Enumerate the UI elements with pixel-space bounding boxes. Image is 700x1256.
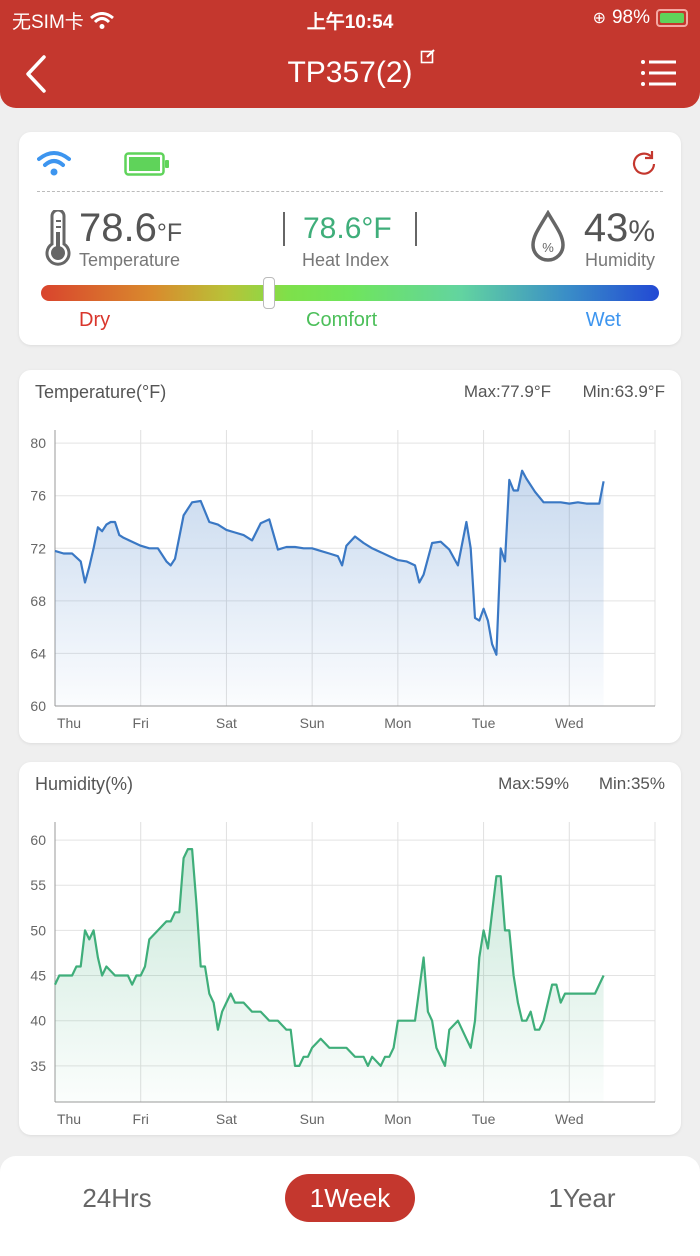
svg-text:Sun: Sun xyxy=(300,715,325,731)
svg-text:45: 45 xyxy=(30,968,46,984)
svg-text:Mon: Mon xyxy=(384,1111,411,1127)
svg-text:%: % xyxy=(542,240,554,255)
summary-card: 78.6°F Temperature 78.6°F Heat Index % 4… xyxy=(19,132,681,345)
humidity-chart-card: Humidity(%) Max:59% Min:35% 35 40 45 50 55 60… xyxy=(19,762,681,1135)
svg-text:40: 40 xyxy=(30,1013,46,1029)
svg-text:64: 64 xyxy=(30,645,46,661)
svg-text:60: 60 xyxy=(30,698,46,714)
heat-index-value: 78.6°F xyxy=(303,212,392,245)
temperature-min: Min:63.9°F xyxy=(582,382,665,401)
humidity-reading: 43% xyxy=(583,206,655,250)
svg-text:60: 60 xyxy=(30,832,46,848)
separator-right xyxy=(415,212,417,246)
svg-text:Sat: Sat xyxy=(216,1111,237,1127)
comfort-scale-bar xyxy=(41,285,659,301)
edit-icon[interactable] xyxy=(420,48,436,64)
humidity-line-chart[interactable]: 35 40 45 50 55 60 Thu Fri Sat Sun Mon Tue Wed xyxy=(19,762,681,1135)
device-battery-icon xyxy=(124,152,169,176)
list-menu-icon[interactable] xyxy=(640,58,676,88)
svg-text:72: 72 xyxy=(30,540,46,556)
svg-text:35: 35 xyxy=(30,1058,46,1074)
status-bar: 无SIM卡 上午10:54 ⊕ 98% xyxy=(0,0,700,38)
refresh-icon[interactable] xyxy=(631,150,659,178)
status-time: 上午10:54 xyxy=(306,12,394,33)
temperature-reading: 78.6°F xyxy=(79,206,183,250)
svg-text:Wed: Wed xyxy=(555,1111,584,1127)
svg-text:80: 80 xyxy=(30,435,46,451)
svg-text:Mon: Mon xyxy=(384,715,411,731)
humidity-max: Max:59% xyxy=(498,774,569,793)
svg-text:Thu: Thu xyxy=(57,715,81,731)
svg-text:Sun: Sun xyxy=(300,1111,325,1127)
svg-text:Fri: Fri xyxy=(133,1111,149,1127)
dry-label: Dry xyxy=(79,309,111,331)
status-right: ⊕ 98% xyxy=(593,7,688,29)
comfort-scale-indicator xyxy=(263,277,275,309)
temperature-line-chart[interactable]: 60 64 68 72 76 80 Thu Fri Sat Sun Mon Tue Wed xyxy=(19,370,681,743)
humidity-label: Humidity xyxy=(584,250,655,270)
humidity-chart-title: Humidity(%) xyxy=(35,774,134,794)
nav-bar: TP357(2) xyxy=(0,40,700,108)
divider xyxy=(37,191,663,192)
page-title: TP357(2) xyxy=(287,56,413,89)
svg-text:76: 76 xyxy=(30,488,46,504)
svg-text:Tue: Tue xyxy=(472,715,496,731)
app-header: 无SIM卡 上午10:54 ⊕ 98% TP357(2) xyxy=(0,0,700,108)
svg-text:55: 55 xyxy=(30,877,46,893)
range-tab-bar: 24Hrs 1Week 1Year xyxy=(0,1156,700,1256)
tab-1year[interactable]: 1Year xyxy=(548,1183,616,1213)
temperature-max: Max:77.9°F xyxy=(463,382,551,401)
wifi-signal-icon xyxy=(90,12,115,29)
svg-text:Wed: Wed xyxy=(555,715,584,731)
humidity-drop-icon: % xyxy=(531,210,565,262)
tab-1week[interactable]: 1Week xyxy=(285,1174,415,1222)
temperature-label: Temperature xyxy=(79,250,181,270)
svg-text:Sat: Sat xyxy=(216,715,237,731)
temperature-chart-title: Temperature(°F) xyxy=(35,382,167,402)
svg-text:Thu: Thu xyxy=(57,1111,81,1127)
heat-index-label: Heat Index xyxy=(302,250,390,270)
comfort-label: Comfort xyxy=(306,309,378,331)
temperature-chart-card: Temperature(°F) Max:77.9°F Min:63.9°F 60… xyxy=(19,370,681,743)
humidity-min: Min:35% xyxy=(598,774,665,793)
svg-text:50: 50 xyxy=(30,922,46,938)
battery-charging-icon xyxy=(656,9,688,27)
svg-text:Fri: Fri xyxy=(133,715,149,731)
thermometer-icon xyxy=(45,210,71,266)
rotation-lock-icon: ⊕ xyxy=(592,10,606,27)
wifi-icon xyxy=(37,151,71,176)
separator-left xyxy=(283,212,285,246)
battery-percent: 98% xyxy=(611,7,650,28)
svg-text:68: 68 xyxy=(30,593,46,609)
chevron-left-icon[interactable] xyxy=(22,54,52,94)
carrier-label: 无SIM卡 xyxy=(12,7,115,34)
tab-24hrs[interactable]: 24Hrs xyxy=(82,1183,152,1213)
wet-label: Wet xyxy=(585,309,621,331)
svg-text:Tue: Tue xyxy=(472,1111,496,1127)
